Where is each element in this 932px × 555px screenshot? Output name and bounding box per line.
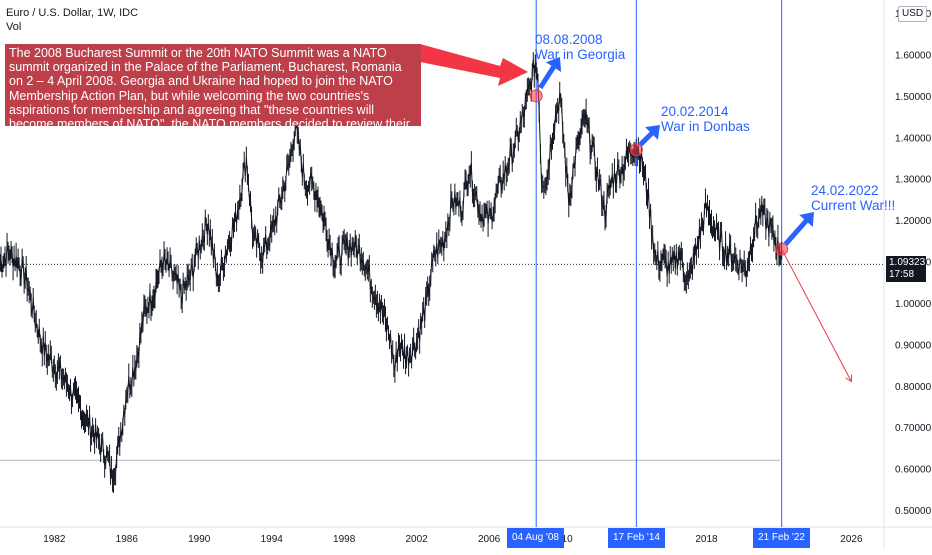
y-tick-label: 0.90000 bbox=[895, 340, 932, 351]
x-tick-label: 1998 bbox=[333, 534, 356, 545]
volume-label: Vol bbox=[6, 21, 22, 33]
y-tick-label: 0.50000 bbox=[895, 506, 932, 517]
event-marker-0 bbox=[529, 89, 543, 103]
y-tick-label: 0.60000 bbox=[895, 465, 932, 476]
x-tick-label: 1986 bbox=[116, 534, 139, 545]
event-text: Current War!!! bbox=[811, 198, 896, 213]
date-tag-2008: 04 Aug '08 bbox=[507, 528, 564, 548]
event-text: War in Donbas bbox=[661, 119, 750, 134]
event-date: 20.02.2014 bbox=[661, 104, 729, 119]
date-tag-2014: 17 Feb '14 bbox=[608, 528, 665, 548]
projection-line bbox=[781, 248, 852, 382]
y-tick-label: 1.40000 bbox=[895, 133, 932, 144]
x-tick-label: 2026 bbox=[840, 534, 863, 545]
event-date: 08.08.2008 bbox=[535, 32, 603, 47]
chart-legend: Euro / U.S. Dollar, 1W, IDC Vol bbox=[6, 6, 138, 34]
event-marker-1 bbox=[629, 143, 643, 157]
event-label-current-war: 24.02.2022 Current War!!! bbox=[811, 183, 895, 213]
y-tick-label: 1.30000 bbox=[895, 175, 932, 186]
current-price-time: 17:58 bbox=[889, 269, 915, 280]
georgia-arrow bbox=[538, 57, 562, 90]
current-price-value: 1.09323 bbox=[889, 257, 926, 268]
y-tick-label: 1.20000 bbox=[895, 216, 932, 227]
y-tick-label: 0.80000 bbox=[895, 382, 932, 393]
event-text: War in Georgia bbox=[535, 47, 626, 62]
current-war-arrow bbox=[783, 212, 814, 246]
x-tick-label: 1990 bbox=[188, 534, 211, 545]
y-tick-label: 1.60000 bbox=[895, 50, 932, 61]
y-tick-label: 1.50000 bbox=[895, 92, 932, 103]
symbol-title: Euro / U.S. Dollar, 1W, IDC bbox=[6, 7, 139, 19]
y-tick-label: 0.70000 bbox=[895, 423, 932, 434]
event-label-donbas: 20.02.2014 War in Donbas bbox=[661, 104, 750, 134]
x-tick-label: 1994 bbox=[261, 534, 284, 545]
nato-summit-callout: The 2008 Bucharest Summit or the 20th NA… bbox=[5, 44, 421, 126]
projection-arrowhead bbox=[845, 374, 853, 383]
x-tick-label: 2002 bbox=[406, 534, 429, 545]
callout-arrow bbox=[420, 44, 528, 86]
event-label-georgia: 08.08.2008 War in Georgia bbox=[535, 32, 625, 62]
date-tag-2022: 21 Feb '22 bbox=[753, 528, 810, 548]
currency-button[interactable]: USD bbox=[898, 6, 928, 22]
current-price-tag: 1.09323 17:58 bbox=[886, 256, 926, 282]
x-tick-label: 1982 bbox=[43, 534, 66, 545]
y-tick-label: 1.00000 bbox=[895, 299, 932, 310]
price-series-line bbox=[0, 59, 783, 483]
x-tick-label: 2018 bbox=[695, 534, 718, 545]
x-tick-label: 2006 bbox=[478, 534, 501, 545]
event-date: 24.02.2022 bbox=[811, 183, 879, 198]
donbas-arrow bbox=[638, 125, 660, 147]
